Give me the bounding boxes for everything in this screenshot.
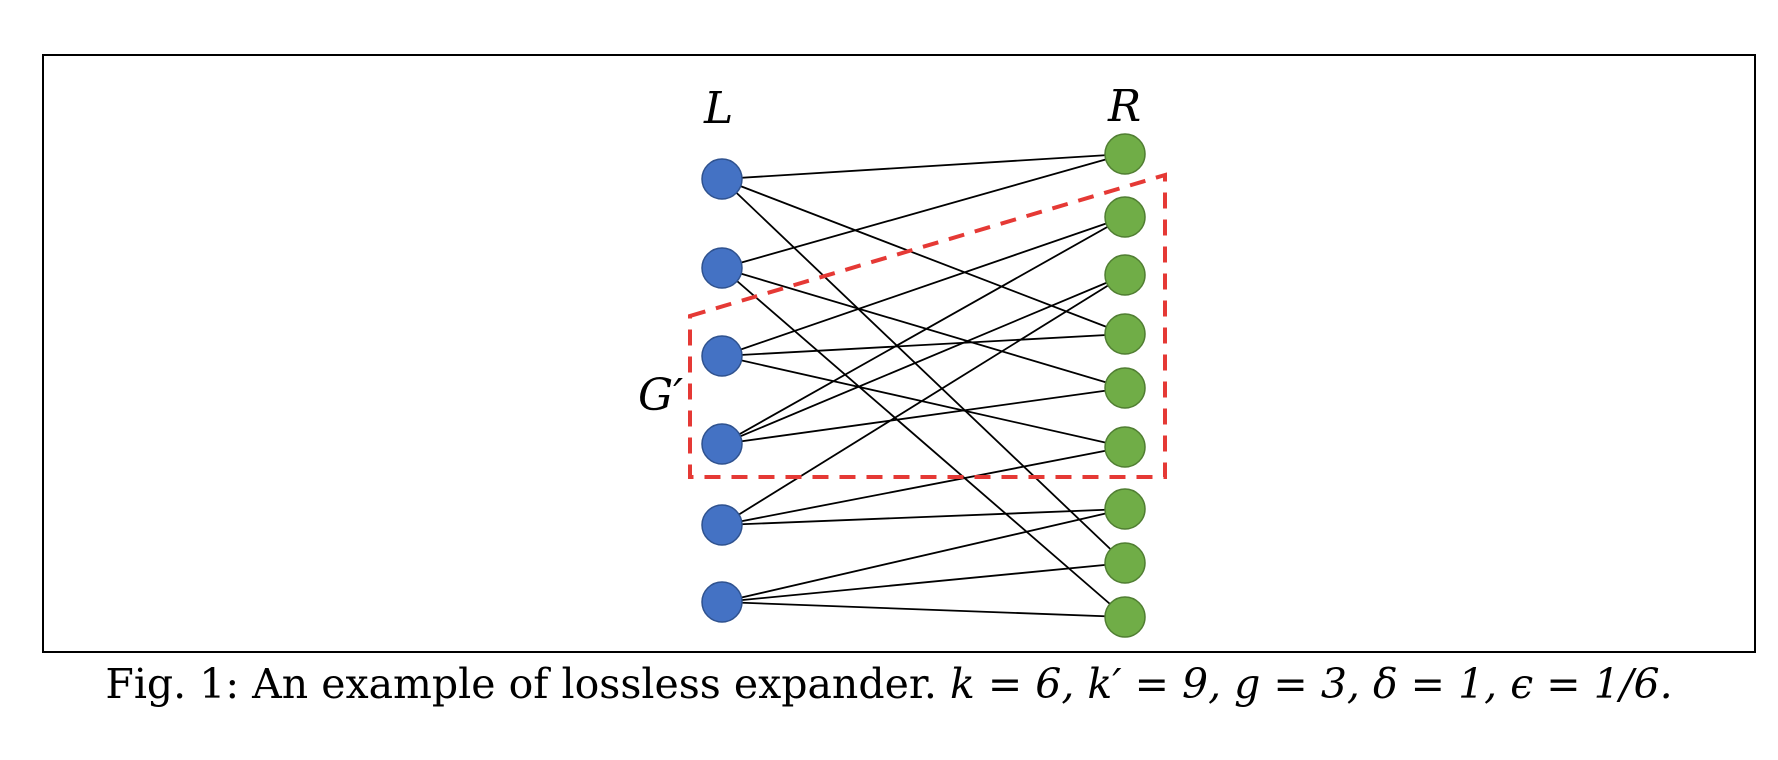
right-node-9 bbox=[1104, 596, 1146, 638]
edge-l1-r8 bbox=[721, 178, 1126, 564]
edge-l5-r7 bbox=[721, 508, 1126, 526]
edge-l4-r3 bbox=[721, 274, 1126, 445]
left-node-4 bbox=[701, 423, 743, 465]
edge-l6-r7 bbox=[721, 508, 1126, 603]
edge-l4-r5 bbox=[721, 387, 1126, 445]
edge-l1-r1 bbox=[721, 153, 1126, 180]
left-node-1 bbox=[701, 158, 743, 200]
left-node-6 bbox=[701, 581, 743, 623]
edge-l6-r8 bbox=[721, 562, 1126, 603]
left-node-2 bbox=[701, 247, 743, 289]
left-node-3 bbox=[701, 335, 743, 377]
edge-l2-r5 bbox=[721, 267, 1126, 389]
figure-frame bbox=[42, 54, 1756, 653]
left-set-label: L bbox=[703, 83, 733, 134]
left-node-layer bbox=[701, 158, 743, 623]
right-node-4 bbox=[1104, 313, 1146, 355]
edge-l5-r3 bbox=[721, 274, 1126, 526]
expander-diagram: L R G′ bbox=[42, 54, 1756, 653]
right-node-6 bbox=[1104, 426, 1146, 468]
figure-caption: Fig. 1: An example of lossless expander.… bbox=[0, 660, 1778, 708]
left-node-5 bbox=[701, 504, 743, 546]
right-node-3 bbox=[1104, 254, 1146, 296]
caption-prefix: Fig. 1: An example of lossless expander. bbox=[105, 660, 937, 708]
edge-l2-r9 bbox=[721, 267, 1126, 618]
right-node-layer bbox=[1104, 133, 1146, 638]
edge-l1-r4 bbox=[721, 178, 1126, 335]
right-node-8 bbox=[1104, 542, 1146, 584]
edge-l2-r1 bbox=[721, 153, 1126, 269]
edge-l6-r9 bbox=[721, 601, 1126, 618]
right-node-7 bbox=[1104, 488, 1146, 530]
subgraph-label: G′ bbox=[638, 370, 683, 421]
right-node-1 bbox=[1104, 133, 1146, 175]
edge-layer bbox=[721, 153, 1126, 618]
right-node-5 bbox=[1104, 367, 1146, 409]
edge-l3-r2 bbox=[721, 216, 1126, 357]
edge-l3-r4 bbox=[721, 333, 1126, 357]
caption-math: k = 6, k′ = 9, g = 3, δ = 1, ϵ = 1/6. bbox=[950, 660, 1673, 708]
right-set-label: R bbox=[1107, 81, 1141, 132]
edge-l3-r6 bbox=[721, 355, 1126, 448]
right-node-2 bbox=[1104, 196, 1146, 238]
subgraph-boundary bbox=[688, 172, 1167, 479]
edge-l4-r2 bbox=[721, 216, 1126, 445]
edge-l5-r6 bbox=[721, 446, 1126, 526]
